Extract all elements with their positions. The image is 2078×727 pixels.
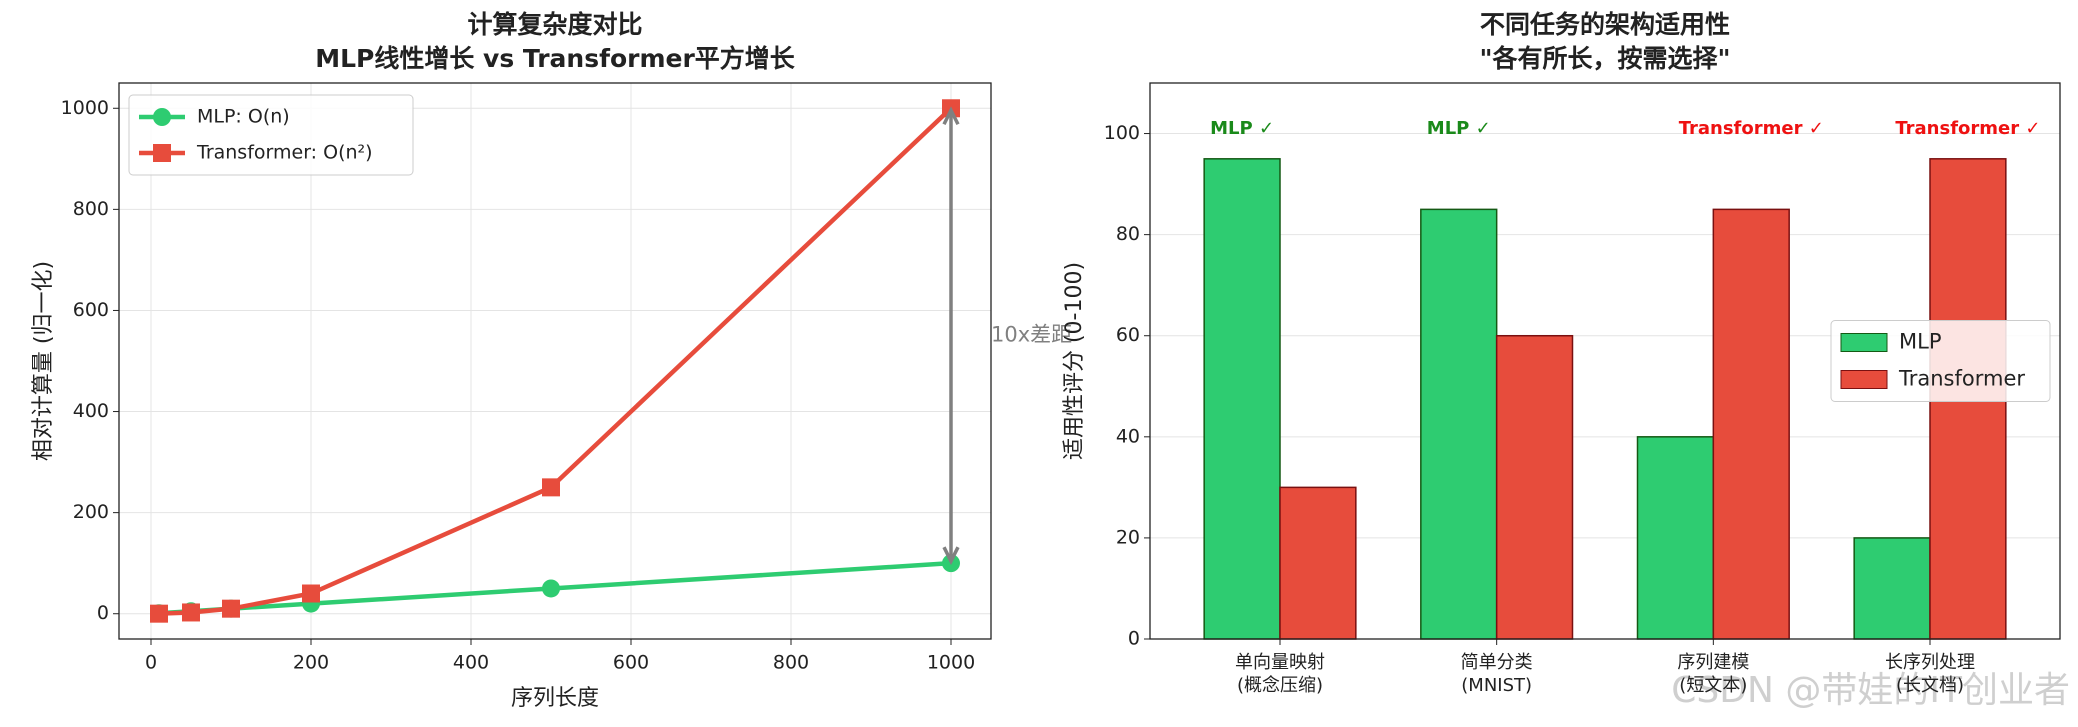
legend-swatch	[1840, 333, 1888, 352]
annotation: 10x差距	[991, 323, 1072, 347]
legend-marker	[153, 144, 171, 162]
legend-label: MLP: O(n)	[197, 106, 290, 128]
legend-label: MLP	[1899, 330, 1941, 354]
arrow-head	[942, 106, 960, 126]
annotation: Transformer ✓	[1895, 118, 2040, 139]
chart-title: MLP线性增长 vs Transformer平方增长	[315, 44, 796, 73]
y-tick-label: 200	[73, 501, 109, 523]
x-tick-label: 200	[293, 652, 329, 674]
x-tick-label: (短文本)	[1679, 675, 1747, 696]
x-tick-label: (概念压缩)	[1237, 674, 1323, 696]
plot-area	[119, 83, 991, 639]
annotation: MLP ✓	[1210, 118, 1274, 139]
y-tick-label: 100	[1104, 122, 1140, 144]
marker	[542, 478, 560, 497]
x-tick-label: 600	[613, 652, 649, 674]
y-tick-label: 60	[1116, 324, 1140, 346]
plot-frame	[1149, 82, 2061, 640]
bar	[1420, 208, 1498, 640]
x-tick-label: 单向量映射	[1235, 652, 1325, 673]
y-tick-label: 0	[97, 602, 109, 624]
bar	[1203, 158, 1281, 640]
y-tick-label: 600	[73, 299, 109, 321]
watermark: CSDN @带娃的IT创业者	[1671, 670, 2070, 711]
x-tick-label: 400	[453, 652, 489, 674]
marker	[182, 603, 200, 622]
legend-swatch	[1840, 370, 1888, 389]
x-tick-label: (长文档)	[1896, 675, 1964, 696]
x-tick-label: 0	[145, 652, 157, 674]
y-axis-label: 相对计算量 (归一化)	[31, 261, 56, 461]
annotation: Transformer ✓	[1679, 118, 1824, 139]
marker	[302, 584, 320, 603]
legend-label: Transformer	[1898, 367, 2025, 391]
marker	[542, 579, 560, 598]
legend-label: Transformer: O(n²)	[196, 142, 373, 164]
x-tick-label: 1000	[927, 652, 975, 674]
y-tick-label: 800	[73, 198, 109, 220]
y-tick-label: 1000	[61, 97, 109, 119]
annotation: MLP ✓	[1427, 118, 1491, 139]
x-tick-label: 序列建模	[1677, 652, 1749, 673]
bar	[1279, 486, 1357, 640]
marker	[150, 604, 168, 623]
bar	[1495, 334, 1574, 640]
y-tick-label: 40	[1116, 425, 1140, 447]
y-tick-label: 80	[1116, 223, 1140, 245]
bar	[1853, 537, 1931, 640]
x-tick-label: 800	[773, 652, 809, 674]
x-tick-label: (MNIST)	[1461, 675, 1532, 696]
y-axis-label: 适用性评分 (0-100)	[1062, 262, 1087, 460]
bar	[1636, 436, 1715, 640]
chart-title: 不同任务的架构适用性	[1480, 10, 1730, 39]
arrow-head	[942, 546, 960, 566]
legend-box	[128, 94, 414, 176]
marker	[222, 599, 240, 618]
x-tick-label: 简单分类	[1461, 652, 1533, 673]
chart-title: "各有所长，按需选择"	[1479, 44, 1730, 73]
y-tick-label: 20	[1116, 526, 1140, 548]
y-tick-label: 400	[73, 400, 109, 422]
chart-title: 计算复杂度对比	[467, 10, 642, 39]
plot-frame	[118, 82, 992, 640]
bar	[1712, 208, 1790, 640]
x-axis-label: 序列长度	[511, 686, 599, 711]
x-tick-label: 长序列处理	[1885, 652, 1975, 673]
legend-marker	[153, 108, 171, 126]
y-tick-label: 0	[1128, 628, 1140, 650]
